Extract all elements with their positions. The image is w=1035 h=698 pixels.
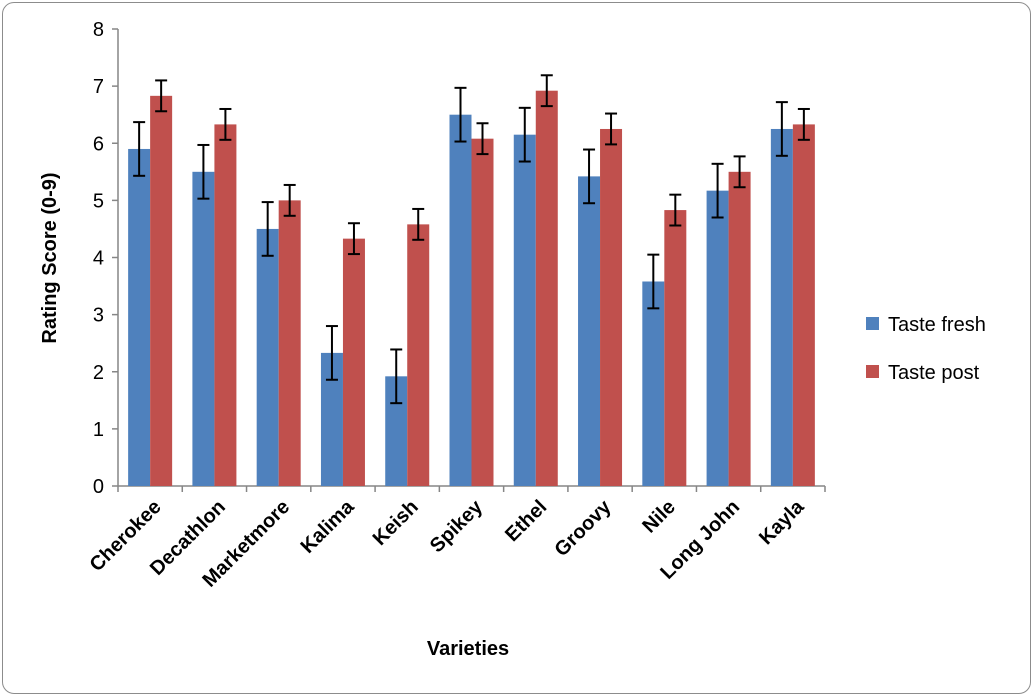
- bar-taste-post-decathlon: [214, 124, 237, 487]
- y-tick-label-0: 0: [93, 476, 104, 498]
- y-tick-label-3: 3: [93, 305, 104, 327]
- bar-taste-post-keish: [407, 224, 430, 486]
- y-tick-label-2: 2: [93, 362, 104, 384]
- bar-taste-post-kalima: [342, 238, 365, 486]
- bar-taste-fresh-decathlon: [192, 171, 215, 486]
- legend-swatch-taste-post: [866, 365, 879, 378]
- y-tick-label-8: 8: [93, 19, 104, 41]
- bar-taste-post-marketmore: [278, 200, 301, 486]
- bar-taste-post-ethel: [535, 90, 558, 486]
- bar-taste-post-nile: [664, 210, 687, 486]
- bar-taste-fresh-kayla: [770, 128, 793, 486]
- y-tick-label-5: 5: [93, 190, 104, 212]
- bar-taste-fresh-nile: [642, 281, 665, 486]
- legend-label-taste-post: Taste post: [888, 362, 980, 384]
- bar-taste-post-long-john: [728, 171, 751, 486]
- x-tick-label-ethel: Ethel: [501, 496, 551, 546]
- bar-taste-fresh-groovy: [578, 176, 601, 486]
- y-tick-label-4: 4: [93, 248, 104, 270]
- bar-taste-fresh-spikey: [449, 114, 472, 486]
- bar-taste-post-kayla: [792, 124, 815, 487]
- x-tick-label-groovy: Groovy: [551, 495, 617, 561]
- bar-taste-fresh-ethel: [513, 134, 536, 486]
- x-tick-label-spikey: Spikey: [426, 495, 488, 557]
- y-tick-label-1: 1: [93, 419, 104, 441]
- bar-taste-fresh-cherokee: [128, 148, 151, 486]
- legend: Taste fresh Taste post: [866, 314, 986, 384]
- x-tick-label-keish: Keish: [369, 496, 423, 550]
- bar-taste-post-spikey: [471, 138, 494, 486]
- bar-taste-fresh-long-john: [706, 190, 729, 486]
- bar-taste-post-cherokee: [150, 95, 173, 487]
- bar-taste-fresh-kalima: [320, 352, 343, 486]
- x-tick-label-nile: Nile: [638, 496, 679, 537]
- y-tick-label-7: 7: [93, 76, 104, 98]
- legend-swatch-taste-fresh: [866, 317, 879, 330]
- x-axis-title: Varieties: [427, 638, 509, 660]
- x-tick-label-kayla: Kayla: [755, 495, 809, 549]
- y-axis-title: Rating Score (0-9): [39, 172, 61, 343]
- legend-label-taste-fresh: Taste fresh: [888, 314, 986, 336]
- x-tick-label-kalima: Kalima: [297, 495, 360, 558]
- bar-taste-post-groovy: [600, 128, 623, 486]
- bar-taste-fresh-marketmore: [256, 228, 279, 486]
- y-tick-label-6: 6: [93, 133, 104, 155]
